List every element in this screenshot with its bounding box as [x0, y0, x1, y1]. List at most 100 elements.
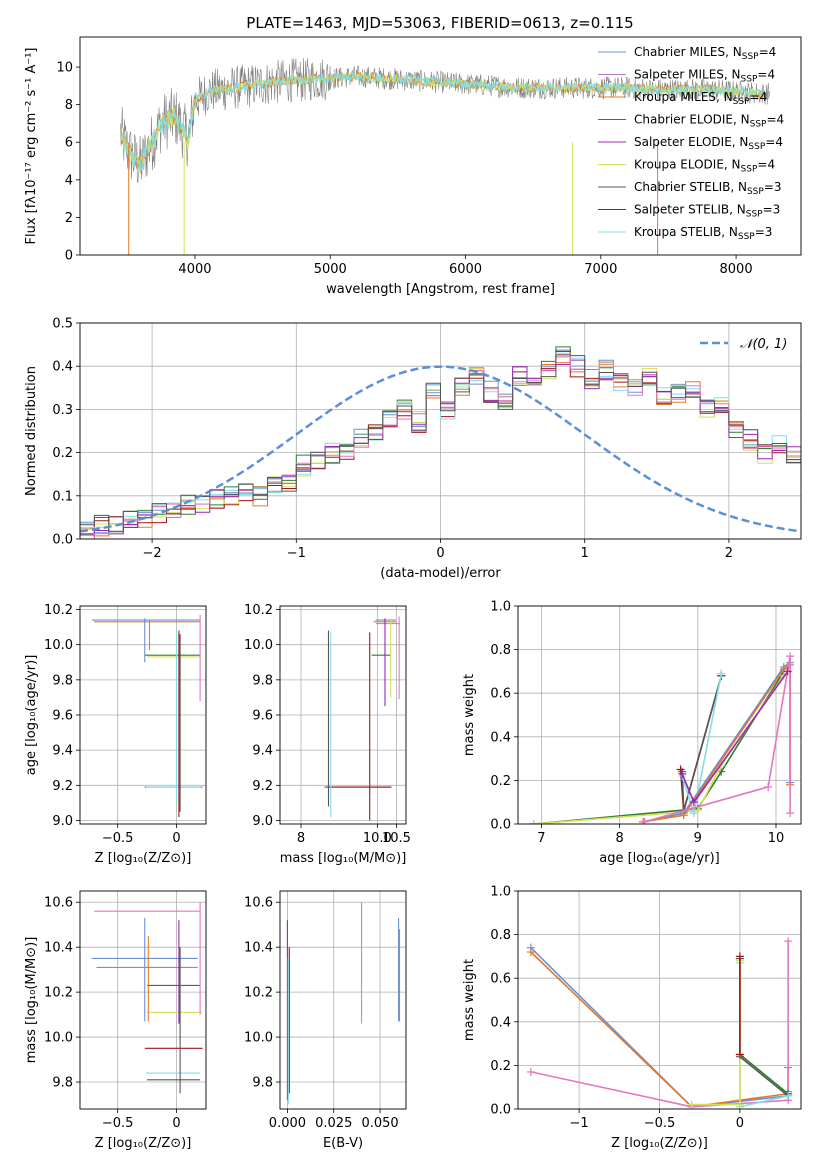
- legend-label: Kroupa MILES, NSSP=4: [634, 90, 767, 107]
- legend-label: Salpeter ELODIE, NSSP=4: [634, 135, 783, 152]
- legend-label-main: Kroupa STELIB, N: [634, 225, 738, 239]
- y-tick-label: 9.8: [52, 673, 73, 688]
- y-axis-label: age [log₁₀(age/yr)]: [24, 655, 39, 776]
- y-tick-label: 0.4: [52, 360, 73, 375]
- axes-frame: [279, 605, 407, 825]
- y-tick-label: 10.2: [44, 986, 73, 1001]
- weight-marker: [764, 782, 773, 791]
- legend-label: Chabrier MILES, NSSP=4: [634, 45, 776, 62]
- gaussian-curve: [80, 365, 799, 533]
- x-axis-label: Z [log₁₀(Z/Z⊙)]: [611, 1136, 708, 1151]
- weight-line: [642, 663, 791, 823]
- x-axis-label: E(B-V): [323, 1136, 363, 1151]
- legend-label-main: Kroupa ELODIE, N: [634, 158, 741, 172]
- weight-marker: [526, 1067, 535, 1076]
- legend-label-main: Salpeter STELIB, N: [634, 203, 746, 217]
- y-tick-label: 9.2: [252, 779, 273, 794]
- y-tick-label: 0.2: [490, 1059, 511, 1074]
- panel-mass_vs_ebv: 0.000 0.025 0.050 9.8 10.0 10.2 10.4 10.6 E(B-V): [244, 890, 407, 1151]
- legend-label-suffix: =4: [750, 90, 768, 104]
- weight-marker: [735, 952, 744, 961]
- y-tick-label: 9.2: [52, 779, 73, 794]
- x-tick-label: 10.0: [363, 831, 392, 846]
- y-tick-label: 0.8: [490, 928, 511, 943]
- x-tick-label: −0.5: [102, 831, 134, 846]
- plot-area: [80, 346, 801, 539]
- x-tick-label: 9: [694, 831, 702, 846]
- y-tick-label: 0.4: [490, 730, 511, 745]
- y-tick-label: 0.2: [52, 446, 73, 461]
- x-tick-label: 0.050: [361, 1116, 398, 1131]
- legend-label-sub: SSP: [742, 52, 759, 62]
- legend: 𝒩(0, 1): [700, 337, 787, 352]
- axes-frame: [79, 890, 207, 1110]
- x-tick-label: 5000: [314, 262, 347, 277]
- weight-line: [691, 960, 741, 1106]
- panel-weight_vs_age: 7 8 9 10 0.0 0.2 0.4 0.6 0.8 1.0 age [log₁₀(age/yr…: [462, 600, 802, 866]
- histogram-step: [80, 354, 801, 539]
- y-tick-label: 0.5: [52, 317, 73, 332]
- y-tick-label: 9.8: [252, 1076, 273, 1091]
- x-tick-label: −1: [570, 1116, 589, 1131]
- plot-area: [91, 614, 203, 817]
- weight-marker: [689, 809, 698, 818]
- legend-label-sub: SSP: [750, 120, 767, 130]
- x-tick-label: −1: [287, 546, 306, 561]
- legend-label-suffix: =3: [763, 203, 781, 217]
- legend-label-sub: SSP: [733, 97, 750, 107]
- y-tick-label: 0.6: [490, 972, 511, 987]
- legend-label-suffix: =4: [757, 68, 775, 82]
- y-tick-label: 9.8: [52, 1076, 73, 1091]
- plot-area: [324, 616, 401, 821]
- x-tick-label: 0: [172, 831, 180, 846]
- plot-area: [120, 57, 771, 255]
- legend-label: Salpeter STELIB, NSSP=3: [634, 203, 780, 220]
- y-tick-label: 0.3: [52, 403, 73, 418]
- legend-label-sub: SSP: [746, 210, 763, 220]
- axes-frame: [79, 322, 802, 540]
- axes-frame: [517, 890, 802, 1110]
- histogram-step: [80, 359, 801, 539]
- panel-residuals: −2 −1 0 1 2 0.0 0.1 0.2 0.3 0.4 0.5 (data-model)/er…: [24, 317, 802, 581]
- weight-marker: [786, 652, 795, 661]
- panel-age_vs_Z: −0.5 0 9.0 9.2 9.4 9.6 9.8 10.0 10.2 Z [log₁₀(Z/Z…: [24, 603, 207, 866]
- legend-label-sub: SSP: [741, 75, 758, 85]
- legend-label-suffix: =3: [764, 180, 782, 194]
- y-tick-label: 10.4: [244, 941, 273, 956]
- histogram-step: [80, 349, 801, 539]
- histogram-step: [80, 346, 801, 539]
- plot-area: [526, 937, 793, 1109]
- y-tick-label: 0.6: [490, 687, 511, 702]
- x-tick-label: 4000: [178, 262, 211, 277]
- y-tick-label: 9.0: [252, 814, 273, 829]
- weight-marker: [783, 667, 792, 676]
- x-tick-label: 7000: [584, 262, 617, 277]
- axes-frame: [79, 605, 207, 825]
- y-tick-label: 10.6: [44, 896, 73, 911]
- y-tick-label: 10.6: [244, 896, 273, 911]
- weight-line: [533, 670, 785, 824]
- y-axis-label: mass [log₁₀(M/M⊙)]: [24, 937, 39, 1064]
- legend-label-main: Kroupa MILES, N: [634, 90, 733, 104]
- x-axis-label: mass [log₁₀(M/M⊙)]: [280, 851, 407, 866]
- y-tick-label: 10.2: [244, 986, 273, 1001]
- legend-label: Kroupa STELIB, NSSP=3: [634, 225, 772, 242]
- panel-mass_vs_Z: −0.5 0 9.8 10.0 10.2 10.4 10.6 Z [log₁₀(Z/Z⊙)] m…: [24, 890, 207, 1151]
- axes-frame: [79, 36, 802, 256]
- y-tick-label: 0.1: [52, 489, 73, 504]
- x-tick-label: 10: [768, 831, 785, 846]
- y-tick-label: 10.4: [44, 941, 73, 956]
- weight-marker: [786, 809, 795, 818]
- weight-line: [739, 962, 789, 1108]
- y-tick-label: 8: [65, 98, 73, 113]
- legend-label-main: Chabrier MILES, N: [634, 45, 742, 59]
- x-axis-label: Z [log₁₀(Z/Z⊙)]: [95, 1136, 192, 1151]
- y-tick-label: 2: [65, 211, 73, 226]
- legend-label: Kroupa ELODIE, NSSP=4: [634, 158, 775, 175]
- weight-marker: [640, 817, 649, 824]
- axes-frame: [279, 890, 407, 1110]
- y-tick-label: 10.2: [244, 603, 273, 618]
